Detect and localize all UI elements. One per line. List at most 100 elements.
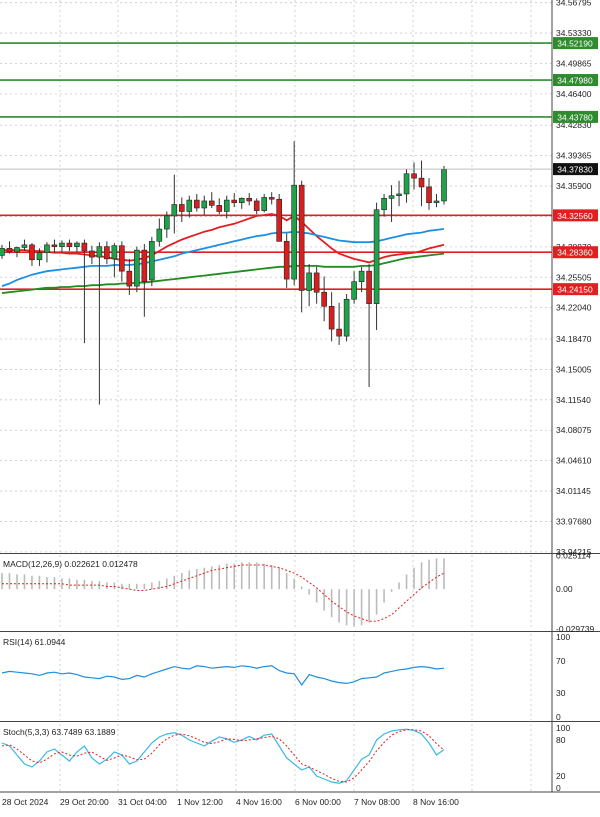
candle-body [89,250,95,258]
price-tick-label: 34.49865 [556,58,592,68]
macd-tick-label: 0.00 [556,584,573,594]
candle-body [418,177,425,188]
candle-body [74,242,80,247]
candle-body [343,298,350,337]
candle-body [51,244,58,247]
candle-body [388,195,395,199]
candle-body [66,242,73,247]
candle-body [396,193,402,197]
candle-body [81,242,88,252]
candle-body [178,204,185,212]
stochastic-k-line [1,728,445,784]
stochastic-tick-label: 0 [556,783,561,793]
moving-average-line [1,252,445,294]
price-tick-label: 34.08075 [556,425,592,435]
candle-body [216,205,223,212]
candle-body [298,184,305,291]
level-label-box [553,283,598,296]
candle-body [321,291,327,307]
candle-body [104,246,110,260]
stochastic-tick-label: 100 [556,723,570,733]
candle-body [328,305,335,330]
candle-body [366,270,372,304]
price-tick-label: 34.35900 [556,181,592,191]
price-tick-label: 33.94215 [556,547,592,557]
level-label-box [553,209,598,222]
candle-body [126,270,133,287]
candle-body [156,228,163,242]
macd-tick-label: 0.025114 [556,551,591,561]
candle-body [44,244,50,254]
level-label-box [553,37,598,50]
price-tick-label: 33.97680 [556,516,592,526]
candle-body [21,244,28,248]
stochastic-tick-label: 20 [556,771,566,781]
candle-body [59,242,65,247]
level-label: 34.47980 [557,76,593,86]
level-label-box [553,74,598,87]
price-tick-label: 34.46400 [556,89,592,99]
moving-average-line [1,228,445,287]
candle-body [373,209,380,304]
stochastic-label: Stoch(5,3,3) 63.7489 63.1889 [3,727,116,737]
candle-body [411,173,417,179]
time-axis-label: 7 Nov 08:00 [354,797,400,807]
candle-body [433,200,440,204]
candle-body [134,249,140,287]
candle-body [0,248,5,256]
rsi-line [1,665,445,687]
candle-body [381,198,387,211]
candle-body [96,246,103,258]
time-axis-label: 4 Nov 16:00 [236,797,282,807]
candle-body [193,199,200,209]
time-axis-label: 31 Oct 04:00 [118,797,167,807]
stochastic-tick-label: 80 [556,735,566,745]
time-axis-label: 28 Oct 2024 [2,797,49,807]
candle-body [208,200,215,206]
candle-body [336,328,342,337]
candle-body [36,252,43,261]
current-price-label: 34.37830 [557,165,593,175]
candle-body [6,248,13,253]
price-tick-label: 34.56795 [556,0,592,8]
price-tick-label: 34.18470 [556,334,592,344]
level-label: 34.52190 [557,39,593,49]
candle-body [223,199,230,212]
level-label-box [553,110,598,123]
macd-signal-line [2,564,445,622]
stochastic-d-line [1,729,445,783]
candle-body [29,244,35,261]
moving-average-line [2,213,445,264]
price-tick-label: 34.25505 [556,272,592,282]
level-label: 34.32560 [557,211,593,221]
price-tick-label: 34.39365 [556,151,592,161]
macd-tick-label: -0.029739 [556,624,595,634]
candle-body [351,281,357,300]
current-price-box [553,163,598,176]
candle-body [111,245,118,260]
candle-body [358,270,365,283]
time-axis-label: 1 Nov 12:00 [177,797,223,807]
candle-body [141,249,148,283]
candle-body [441,169,447,202]
rsi-tick-label: 0 [556,712,561,722]
candle-body [426,186,432,204]
candle-body [231,199,238,204]
time-axis-label: 29 Oct 20:00 [60,797,109,807]
price-tick-label: 34.01145 [556,486,591,496]
time-axis-label: 6 Nov 00:00 [295,797,341,807]
candle-body [306,272,312,291]
rsi-tick-label: 100 [556,632,570,642]
candle-body [14,247,20,253]
candle-body [119,245,125,272]
candle-body [268,197,275,200]
candle-body [171,204,178,217]
candle-body [238,198,245,204]
level-label: 34.28360 [557,248,593,258]
candle-body [261,197,268,211]
candle-body [291,184,297,280]
price-tick-label: 34.04610 [556,456,592,466]
candle-body [403,173,410,195]
level-label-box [553,246,598,259]
